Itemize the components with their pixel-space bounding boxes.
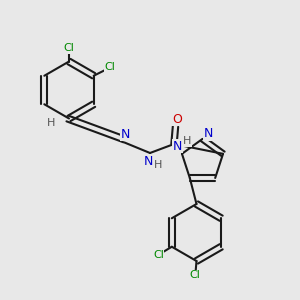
Text: Cl: Cl [64, 43, 74, 53]
Text: N: N [120, 128, 130, 141]
Text: N: N [173, 140, 182, 153]
Text: H: H [154, 160, 163, 170]
Text: Cl: Cl [190, 270, 200, 280]
Text: N: N [144, 155, 153, 168]
Text: H: H [47, 118, 55, 128]
Text: Cl: Cl [153, 250, 164, 260]
Text: Cl: Cl [105, 62, 116, 72]
Text: O: O [172, 112, 182, 126]
Text: N: N [204, 127, 213, 140]
Text: H: H [183, 136, 191, 146]
